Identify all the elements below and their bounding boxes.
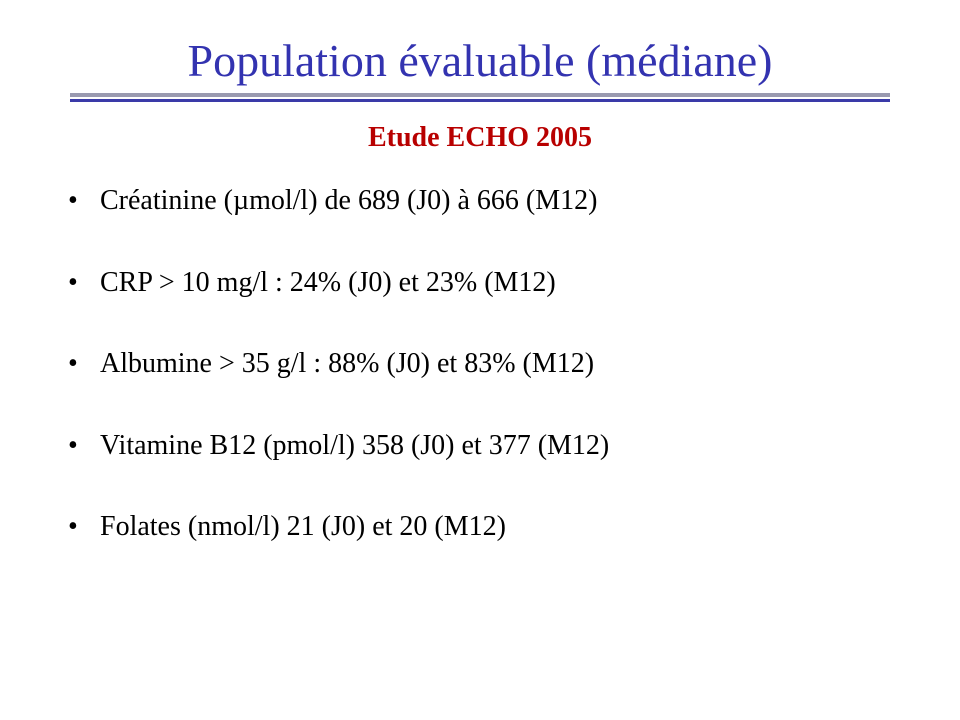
list-item: CRP > 10 mg/l : 24% (J0) et 23% (M12) (60, 266, 900, 300)
bullet-list: Créatinine (µmol/l) de 689 (J0) à 666 (M… (60, 184, 900, 544)
title-rule (70, 93, 890, 102)
list-item: Vitamine B12 (pmol/l) 358 (J0) et 377 (M… (60, 429, 900, 463)
list-item: Albumine > 35 g/l : 88% (J0) et 83% (M12… (60, 347, 900, 381)
rule-line (70, 99, 890, 102)
slide-subtitle: Etude ECHO 2005 (60, 122, 900, 154)
slide: Population évaluable (médiane) Etude ECH… (0, 0, 960, 720)
list-item: Folates (nmol/l) 21 (J0) et 20 (M12) (60, 510, 900, 544)
rule-shadow (70, 93, 890, 97)
list-item: Créatinine (µmol/l) de 689 (J0) à 666 (M… (60, 184, 900, 218)
slide-title: Population évaluable (médiane) (60, 34, 900, 87)
